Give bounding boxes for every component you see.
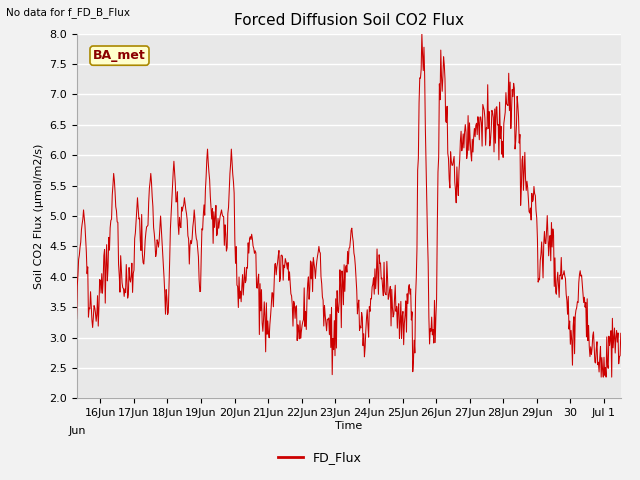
Text: No data for f_FD_B_Flux: No data for f_FD_B_Flux [6, 7, 131, 18]
Text: BA_met: BA_met [93, 49, 146, 62]
Legend: FD_Flux: FD_Flux [273, 446, 367, 469]
Text: Jun: Jun [68, 426, 86, 436]
Title: Forced Diffusion Soil CO2 Flux: Forced Diffusion Soil CO2 Flux [234, 13, 464, 28]
X-axis label: Time: Time [335, 421, 362, 431]
Y-axis label: Soil CO2 Flux (μmol/m2/s): Soil CO2 Flux (μmol/m2/s) [34, 144, 44, 288]
